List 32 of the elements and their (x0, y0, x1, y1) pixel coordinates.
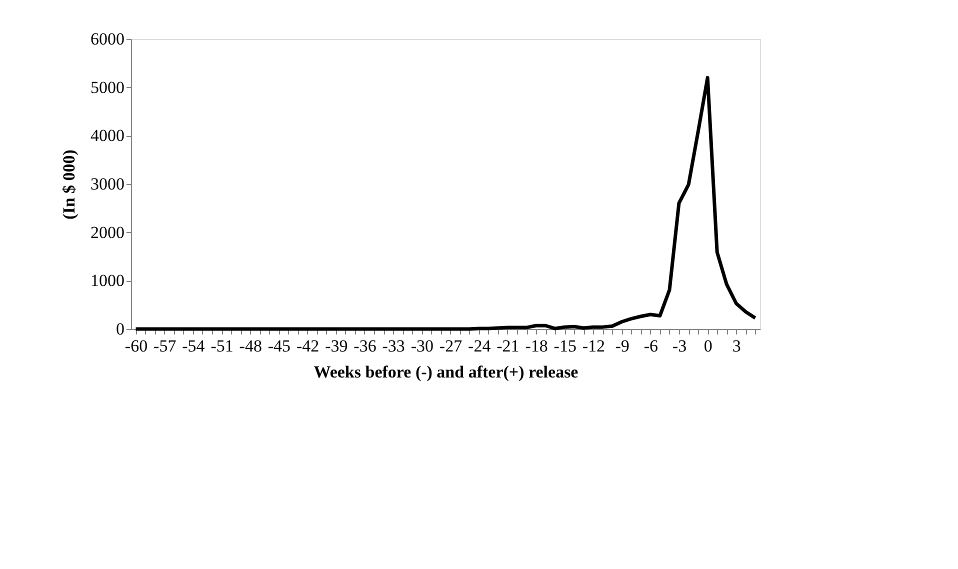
x-tick-label: -39 (325, 336, 348, 356)
x-tick-label: -3 (672, 336, 687, 356)
x-tick-label: -60 (124, 336, 148, 356)
x-tick-label: -48 (239, 336, 262, 356)
x-tick-label: 0 (704, 336, 712, 356)
x-tick-label: -18 (525, 336, 548, 356)
x-tick-label: -42 (296, 336, 320, 356)
y-tick-label: 0 (116, 320, 124, 338)
y-tick-label: 5000 (90, 78, 124, 97)
x-tick-label: -54 (182, 336, 206, 356)
x-tick-label: -33 (382, 336, 405, 356)
y-tick-label: 6000 (90, 30, 124, 48)
x-tick-label: -21 (496, 336, 520, 356)
x-tick-label: -9 (615, 336, 630, 356)
y-tick-label: 1000 (90, 271, 124, 290)
y-tick-label: 4000 (90, 126, 124, 146)
y-axis-title: (In $ 000) (60, 150, 78, 220)
x-tick-label: -45 (268, 336, 291, 356)
x-tick-label: -30 (410, 336, 434, 356)
y-tick-label: 3000 (90, 174, 124, 194)
x-tick-label: -57 (154, 336, 177, 356)
x-tick-label: -12 (582, 336, 606, 356)
x-axis-title: Weeks before (-) and after(+) release (314, 362, 579, 382)
x-tick-label: -51 (210, 336, 234, 356)
x-tick-label: -15 (554, 336, 576, 356)
x-tick-label: 3 (732, 336, 741, 356)
x-tick-label: -6 (644, 336, 658, 356)
line-series (134, 76, 757, 331)
x-tick-label: -36 (354, 336, 376, 356)
y-tick-label: 2000 (90, 222, 124, 242)
x-tick-label: -27 (439, 336, 463, 356)
x-tick-label: -24 (468, 336, 492, 356)
